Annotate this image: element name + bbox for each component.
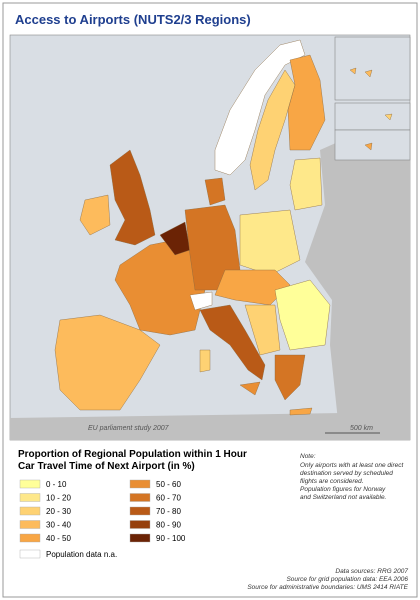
region (109, 149, 156, 246)
legend-swatch (129, 533, 151, 543)
region (287, 54, 326, 151)
legend-label: Population data n.a. (46, 550, 117, 559)
region (349, 67, 357, 75)
region (274, 354, 306, 401)
legend-swatch (129, 506, 151, 516)
note-line: Only airports with at least one direct (300, 462, 405, 469)
legend-label: 20 - 30 (46, 507, 71, 516)
legend-swatch (19, 520, 41, 529)
legend-label: 70 - 80 (156, 507, 181, 516)
legend-swatch (19, 479, 41, 489)
legend-swatch (129, 493, 151, 502)
title: Access to Airports (NUTS2/3 Regions) (15, 12, 251, 27)
note-line: destination served by scheduled (300, 470, 393, 477)
legend-label: 80 - 90 (156, 521, 181, 530)
note-line: and Switzerland not available. (300, 494, 387, 501)
legend-label: 30 - 40 (46, 521, 71, 530)
region (239, 381, 261, 396)
region (384, 113, 393, 121)
region (364, 69, 373, 78)
legend-swatch (19, 549, 41, 559)
region (204, 177, 226, 206)
region (289, 157, 323, 211)
legend: 0 - 10 10 - 20 20 - 30 30 - 40 40 - 50 50 - 6… (19, 479, 186, 559)
scale-label: 500 km (350, 425, 373, 432)
note-heading: Note: (300, 453, 316, 460)
legend-swatch (19, 493, 41, 502)
legend-label: 50 - 60 (156, 480, 181, 489)
legend-label: 60 - 70 (156, 494, 181, 503)
legend-label: 0 - 10 (46, 480, 67, 489)
legend-swatch (129, 479, 151, 489)
legend-title: Proportion of Regional Population within… (18, 449, 247, 472)
note: Only airports with at least one directde… (300, 462, 405, 501)
legend-swatch (19, 533, 41, 543)
legend-swatch (129, 520, 151, 529)
region (214, 39, 306, 176)
source-line: Source for administrative boundaries: UM… (247, 584, 408, 591)
legend-label: 90 - 100 (156, 534, 186, 543)
region (289, 407, 313, 416)
legend-title-box: Proportion of Regional Population within… (18, 449, 247, 472)
note-line: flights are considered. (300, 478, 364, 485)
region (274, 279, 331, 351)
region (199, 304, 266, 381)
region (244, 304, 281, 356)
region (79, 194, 111, 236)
source-line: Source for grid population data: EEA 200… (286, 576, 408, 583)
map-annotation: EU parliament study 2007 (88, 425, 170, 432)
region (189, 291, 213, 311)
non-eu-land (10, 412, 410, 440)
note-line: Population figures for Norway (300, 486, 386, 493)
region (199, 349, 211, 373)
inset (334, 102, 411, 131)
source-line: Data sources: RRG 2007 (335, 568, 408, 575)
legend-label: 40 - 50 (46, 534, 71, 543)
inset (334, 36, 411, 101)
legend-swatch (19, 506, 41, 516)
region (364, 142, 373, 151)
map: EU parliament study 2007 500 km (9, 34, 411, 441)
region (54, 314, 161, 411)
region (239, 209, 301, 276)
non-eu-land (305, 110, 410, 440)
legend-label: 10 - 20 (46, 494, 71, 503)
inset (334, 129, 411, 161)
